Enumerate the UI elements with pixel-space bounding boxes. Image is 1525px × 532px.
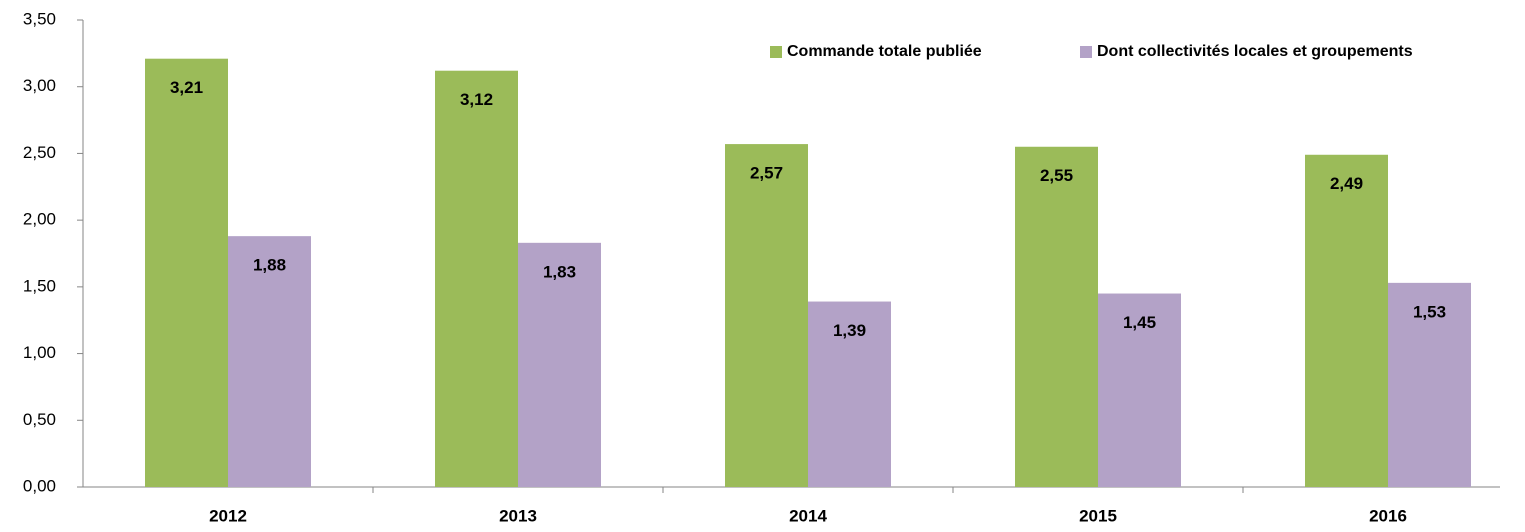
value-label: 1,53: [1413, 302, 1446, 321]
y-tick-label: 3,00: [23, 76, 56, 95]
y-tick-label: 2,00: [23, 210, 56, 229]
bar: [1305, 154, 1388, 487]
x-tick-label: 2013: [499, 506, 537, 525]
bar: [1388, 282, 1471, 487]
y-tick-label: 0,00: [23, 476, 56, 495]
y-tick-label: 1,00: [23, 343, 56, 362]
bar: [808, 301, 891, 487]
legend-swatch: [1080, 46, 1092, 58]
y-tick-label: 1,50: [23, 276, 56, 295]
value-label: 2,49: [1330, 174, 1363, 193]
legend-label: Dont collectivités locales et groupement…: [1097, 43, 1413, 60]
value-label: 1,88: [253, 256, 286, 275]
x-tick-label: 2016: [1369, 506, 1407, 525]
value-label: 1,39: [833, 321, 866, 340]
y-tick-label: 0,50: [23, 410, 56, 429]
bar: [1098, 293, 1181, 487]
bar: [435, 70, 518, 488]
legend-label: Commande totale publiée: [787, 43, 982, 60]
value-label: 3,21: [170, 78, 203, 97]
bar: [518, 242, 601, 487]
bar: [1015, 146, 1098, 487]
legend-swatch: [770, 46, 782, 58]
y-tick-label: 3,50: [23, 9, 56, 28]
value-label: 1,83: [543, 262, 576, 281]
value-label: 3,12: [460, 90, 493, 109]
value-label: 2,57: [750, 164, 783, 183]
bar: [228, 236, 311, 487]
value-label: 2,55: [1040, 166, 1073, 185]
value-label: 1,45: [1123, 313, 1156, 332]
y-tick-label: 2,50: [23, 143, 56, 162]
x-tick-label: 2015: [1079, 506, 1117, 525]
bar: [145, 58, 228, 488]
bar: [725, 144, 808, 488]
x-tick-label: 2014: [789, 506, 827, 525]
x-tick-label: 2012: [209, 506, 247, 525]
